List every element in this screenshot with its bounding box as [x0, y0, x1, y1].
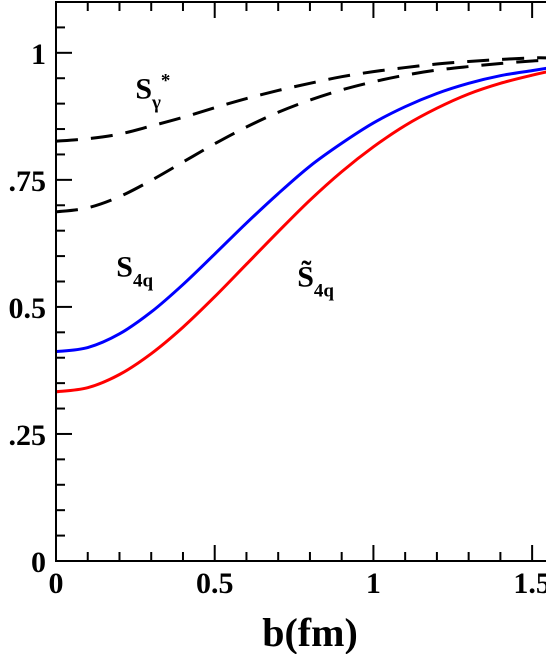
label-subscript: 4q: [133, 270, 154, 291]
dashed-curve-upper: [56, 56, 546, 143]
y-tick-label: 0: [31, 546, 46, 579]
series-group: [56, 56, 546, 394]
y-tick-label: .75: [9, 165, 47, 198]
label-s-4q-tilde: S̃4q: [297, 261, 334, 302]
y-tick-label: .25: [9, 419, 47, 452]
label-superscript: *: [161, 71, 171, 92]
label-base: S: [116, 250, 133, 283]
x-axis-label: b(fm): [262, 610, 358, 654]
label-s-4q: S4q: [116, 250, 153, 291]
plot-frame: [55, 1, 546, 562]
curve-annotations: Sγ*S4q S̃4q: [116, 71, 334, 302]
y-tick-label: 0.5: [9, 292, 47, 325]
axis-ticks: [55, 1, 534, 562]
red-curve-s4q-tilde: [56, 70, 546, 394]
label-s-gamma-star: Sγ*: [135, 71, 170, 114]
x-tick-label: 1.5: [513, 567, 546, 600]
dashed-curve-lower: [56, 58, 546, 214]
blue-curve-s4q: [56, 66, 546, 354]
tick-labels: 0 0.5 1 1.5 0 .25 0.5 .75 1: [9, 38, 546, 600]
label-base: S: [135, 73, 152, 106]
label-subscript: γ: [151, 93, 161, 114]
label-base: S̃: [297, 261, 314, 294]
x-tick-label: 0.5: [196, 567, 234, 600]
label-subscript: 4q: [314, 281, 335, 302]
x-tick-label: 0: [49, 567, 64, 600]
x-tick-label: 1: [366, 567, 381, 600]
y-tick-label: 1: [31, 38, 46, 71]
